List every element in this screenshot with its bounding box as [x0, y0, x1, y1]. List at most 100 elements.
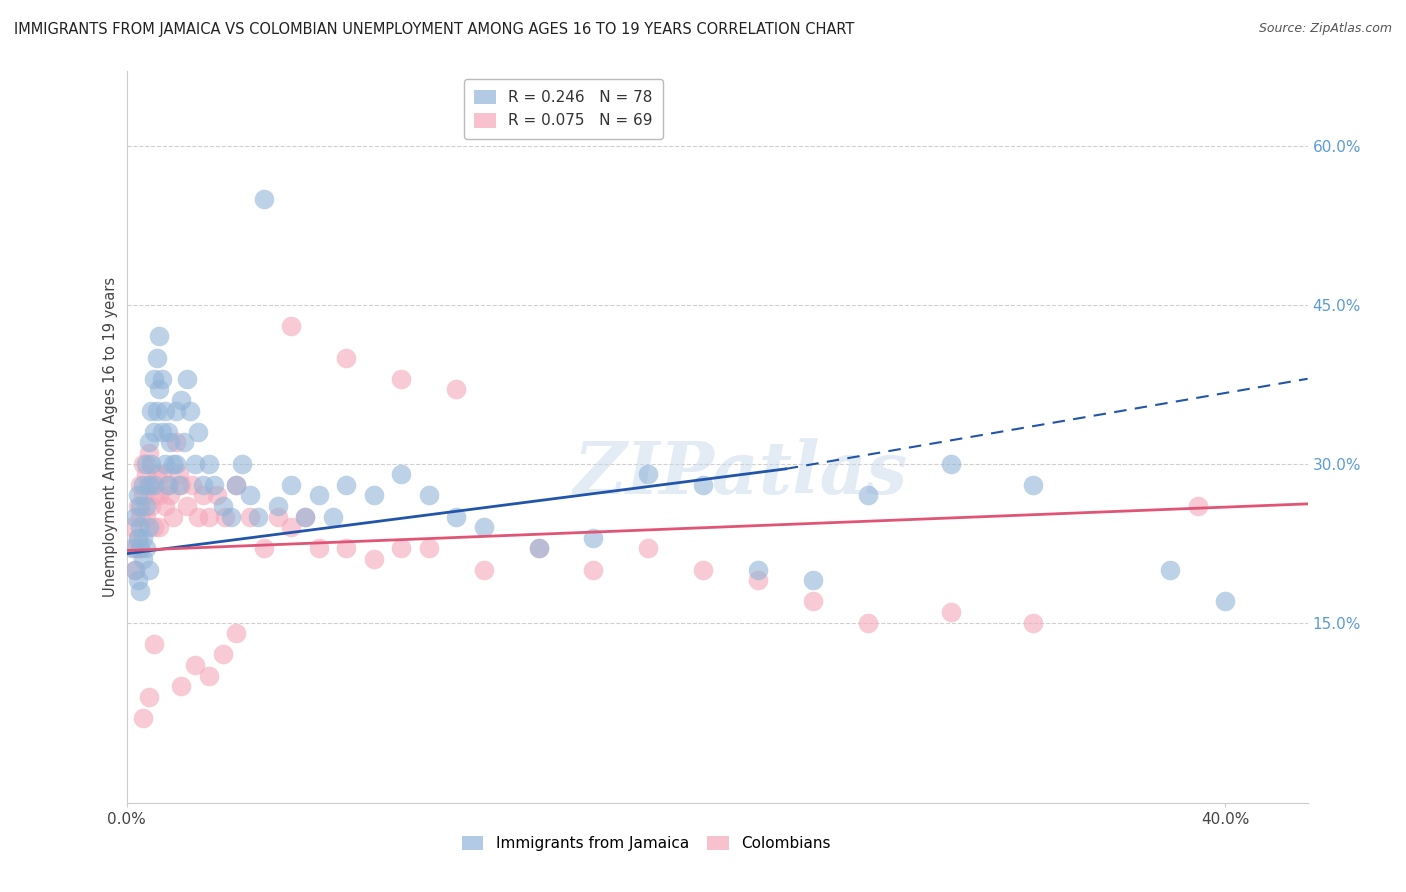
- Point: [939, 457, 962, 471]
- Point: [187, 425, 209, 439]
- Point: [856, 615, 879, 630]
- Point: [148, 488, 170, 502]
- Point: [143, 425, 166, 439]
- Point: [308, 541, 330, 556]
- Point: [418, 488, 440, 502]
- Point: [253, 541, 276, 556]
- Point: [389, 372, 412, 386]
- Point: [135, 457, 157, 471]
- Point: [747, 573, 769, 587]
- Point: [127, 488, 149, 502]
- Point: [141, 499, 163, 513]
- Point: [692, 563, 714, 577]
- Point: [129, 509, 152, 524]
- Point: [637, 467, 659, 482]
- Point: [266, 499, 288, 513]
- Point: [138, 563, 160, 577]
- Point: [266, 509, 288, 524]
- Point: [165, 435, 187, 450]
- Point: [363, 488, 385, 502]
- Point: [141, 403, 163, 417]
- Point: [198, 457, 221, 471]
- Point: [150, 467, 173, 482]
- Point: [124, 563, 146, 577]
- Point: [153, 457, 176, 471]
- Point: [135, 499, 157, 513]
- Point: [184, 457, 207, 471]
- Point: [162, 509, 184, 524]
- Point: [141, 457, 163, 471]
- Point: [129, 541, 152, 556]
- Point: [198, 509, 221, 524]
- Point: [582, 563, 605, 577]
- Point: [582, 531, 605, 545]
- Point: [127, 531, 149, 545]
- Point: [156, 477, 179, 491]
- Point: [129, 520, 152, 534]
- Point: [165, 403, 187, 417]
- Point: [138, 477, 160, 491]
- Point: [132, 711, 155, 725]
- Point: [198, 668, 221, 682]
- Point: [939, 605, 962, 619]
- Point: [801, 573, 824, 587]
- Text: Source: ZipAtlas.com: Source: ZipAtlas.com: [1258, 22, 1392, 36]
- Point: [138, 477, 160, 491]
- Point: [294, 509, 316, 524]
- Point: [135, 467, 157, 482]
- Point: [239, 509, 262, 524]
- Point: [127, 573, 149, 587]
- Y-axis label: Unemployment Among Ages 16 to 19 years: Unemployment Among Ages 16 to 19 years: [103, 277, 118, 597]
- Point: [472, 563, 495, 577]
- Point: [181, 477, 204, 491]
- Point: [145, 403, 167, 417]
- Point: [193, 477, 215, 491]
- Point: [176, 372, 198, 386]
- Point: [335, 351, 357, 365]
- Point: [159, 435, 181, 450]
- Point: [124, 509, 146, 524]
- Point: [1187, 499, 1209, 513]
- Point: [156, 477, 179, 491]
- Point: [239, 488, 262, 502]
- Point: [150, 425, 173, 439]
- Point: [165, 457, 187, 471]
- Point: [280, 477, 302, 491]
- Point: [143, 488, 166, 502]
- Point: [132, 552, 155, 566]
- Point: [219, 509, 242, 524]
- Point: [132, 531, 155, 545]
- Point: [418, 541, 440, 556]
- Point: [225, 626, 247, 640]
- Point: [153, 403, 176, 417]
- Point: [167, 477, 190, 491]
- Point: [444, 509, 467, 524]
- Point: [135, 541, 157, 556]
- Point: [129, 477, 152, 491]
- Point: [363, 552, 385, 566]
- Point: [280, 318, 302, 333]
- Point: [148, 383, 170, 397]
- Point: [143, 520, 166, 534]
- Point: [231, 457, 253, 471]
- Point: [214, 509, 236, 524]
- Point: [205, 488, 228, 502]
- Point: [1213, 594, 1236, 608]
- Point: [389, 467, 412, 482]
- Point: [162, 457, 184, 471]
- Point: [127, 499, 149, 513]
- Point: [121, 520, 143, 534]
- Point: [335, 477, 357, 491]
- Point: [132, 477, 155, 491]
- Point: [170, 392, 193, 407]
- Point: [138, 520, 160, 534]
- Point: [1159, 563, 1181, 577]
- Point: [156, 425, 179, 439]
- Point: [129, 541, 152, 556]
- Point: [129, 499, 152, 513]
- Point: [135, 509, 157, 524]
- Point: [176, 499, 198, 513]
- Point: [148, 329, 170, 343]
- Point: [145, 351, 167, 365]
- Point: [211, 499, 233, 513]
